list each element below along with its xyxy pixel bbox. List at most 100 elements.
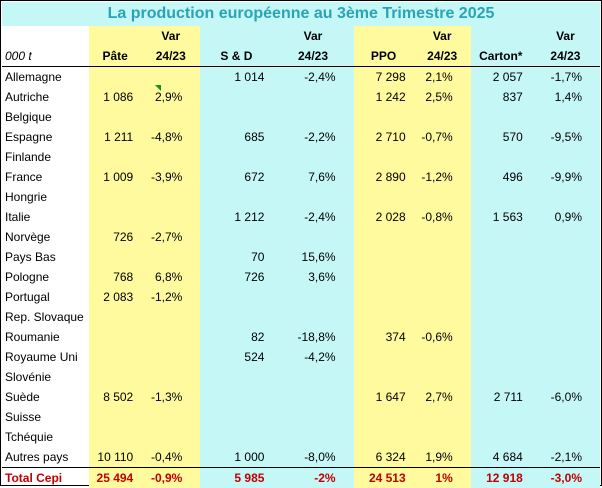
country-cell: Allemagne <box>2 67 89 88</box>
carton-cell: 496 <box>471 167 531 187</box>
header-carton-blank <box>471 26 531 46</box>
ppo-var-cell <box>414 287 471 307</box>
pate-cell <box>89 147 141 167</box>
country-cell: Rep. Slovaque <box>2 307 89 327</box>
pate-cell <box>89 187 141 207</box>
ppo-var-cell <box>414 147 471 167</box>
pate-cell: 2 083 <box>89 287 141 307</box>
ppo-var-cell: -1,2% <box>414 167 471 187</box>
carton-var-cell <box>531 247 600 267</box>
pate-cell: 10 110 <box>89 447 141 468</box>
pate-cell <box>89 367 141 387</box>
header-carton: Carton* <box>471 46 531 67</box>
pate-cell <box>89 327 141 347</box>
carton-cell <box>471 267 531 287</box>
sd-var-cell <box>272 367 353 387</box>
carton-var-cell: 1,4% <box>531 87 600 107</box>
sd-var-cell <box>272 307 353 327</box>
pate-var-cell <box>141 247 200 267</box>
ppo-var-cell <box>414 227 471 247</box>
total-ppo: 24 513 <box>354 468 414 488</box>
carton-var-cell: -1,7% <box>531 67 600 88</box>
sd-cell <box>200 307 272 327</box>
pate-cell: 1 211 <box>89 127 141 147</box>
pate-cell <box>89 307 141 327</box>
sd-cell <box>200 287 272 307</box>
pate-var-cell <box>141 187 200 207</box>
country-cell: France <box>2 167 89 187</box>
pate-var-cell <box>141 147 200 167</box>
carton-cell <box>471 307 531 327</box>
sd-cell <box>200 407 272 427</box>
ppo-var-cell: 2,7% <box>414 387 471 407</box>
header-sd-blank <box>200 26 272 46</box>
table-row: Tchéquie <box>2 427 600 447</box>
carton-cell <box>471 227 531 247</box>
sd-var-cell <box>272 407 353 427</box>
pate-var-cell: -0,4% <box>141 447 200 468</box>
ppo-cell: 1 242 <box>354 87 414 107</box>
total-pate-var: -0,9% <box>141 468 200 488</box>
sd-cell: 726 <box>200 267 272 287</box>
carton-cell <box>471 327 531 347</box>
total-carton-var: -3,0% <box>531 468 600 488</box>
sd-var-cell: -4,2% <box>272 347 353 367</box>
sd-var-cell: -8,0% <box>272 447 353 468</box>
country-cell: Royaume Uni <box>2 347 89 367</box>
sd-var-cell <box>272 107 353 127</box>
carton-var-cell: -2,1% <box>531 447 600 468</box>
header-pate: Pâte <box>89 46 141 67</box>
total-sd: 5 985 <box>200 468 272 488</box>
sd-var-cell: -2,4% <box>272 67 353 88</box>
ppo-cell: 6 324 <box>354 447 414 468</box>
ppo-var-cell: 2,5% <box>414 87 471 107</box>
table-row: Royaume Uni 524-4,2% <box>2 347 600 367</box>
ppo-cell: 2 890 <box>354 167 414 187</box>
pate-var-cell <box>141 347 200 367</box>
sd-cell: 82 <box>200 327 272 347</box>
header-blank <box>2 26 89 46</box>
carton-var-cell <box>531 107 600 127</box>
carton-cell: 2 057 <box>471 67 531 88</box>
ppo-cell <box>354 307 414 327</box>
ppo-cell: 1 647 <box>354 387 414 407</box>
carton-cell: 570 <box>471 127 531 147</box>
pate-cell: 1 086 <box>89 87 141 107</box>
table-title: La production européenne au 3ème Trimest… <box>2 2 600 26</box>
header-pate-var-top: Var <box>141 26 200 46</box>
comment-indicator-icon[interactable] <box>155 85 161 91</box>
country-cell: Norvège <box>2 227 89 247</box>
sd-cell: 524 <box>200 347 272 367</box>
country-cell: Belgique <box>2 107 89 127</box>
pate-var-cell <box>141 427 200 447</box>
country-cell: Autres pays <box>2 447 89 468</box>
ppo-cell <box>354 367 414 387</box>
pate-var-cell <box>141 107 200 127</box>
pate-cell <box>89 247 141 267</box>
sd-cell <box>200 107 272 127</box>
pate-var-cell <box>141 407 200 427</box>
sd-cell: 672 <box>200 167 272 187</box>
pate-cell <box>89 347 141 367</box>
carton-var-cell <box>531 307 600 327</box>
sd-var-cell: -18,8% <box>272 327 353 347</box>
pate-cell <box>89 107 141 127</box>
table-row: Hongrie <box>2 187 600 207</box>
ppo-var-cell <box>414 347 471 367</box>
pate-cell: 768 <box>89 267 141 287</box>
country-cell: Pays Bas <box>2 247 89 267</box>
pate-cell: 726 <box>89 227 141 247</box>
sd-cell <box>200 227 272 247</box>
table-row: Rep. Slovaque <box>2 307 600 327</box>
ppo-cell <box>354 187 414 207</box>
total-row: Total Cepi 25 494 -0,9% 5 985 -2% 24 513… <box>2 468 600 488</box>
country-cell: Pologne <box>2 267 89 287</box>
table-row: Slovénie <box>2 367 600 387</box>
